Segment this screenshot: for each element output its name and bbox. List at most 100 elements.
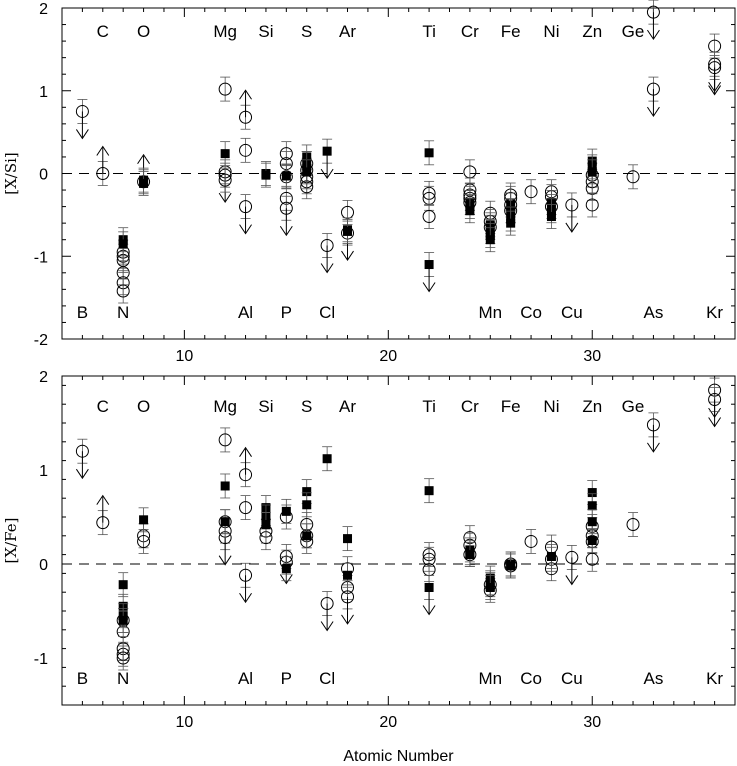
top-element-label: Mg	[213, 22, 237, 41]
bottom-element-label: Co	[520, 669, 542, 688]
top-x-tick-label: 30	[583, 348, 601, 365]
bottom-filled-square-point	[118, 615, 128, 625]
top-y-axis-label: [X/Si]	[2, 152, 20, 195]
top-element-label: Co	[520, 303, 542, 322]
top-open-circle-point	[218, 173, 232, 187]
top-open-circle-point	[239, 110, 253, 124]
top-filled-square-point	[261, 170, 271, 180]
top-filled-square-point	[118, 239, 128, 249]
bottom-filled-square-point	[485, 583, 495, 592]
bottom-open-circle-point	[116, 651, 130, 665]
bottom-element-label: S	[301, 397, 312, 416]
top-element-label: Kr	[706, 303, 723, 322]
bottom-filled-square-point	[220, 481, 230, 491]
bottom-open-circle-point	[239, 501, 253, 515]
bottom-filled-square-point	[546, 551, 556, 561]
bottom-element-label: Ge	[622, 397, 645, 416]
top-element-label: Ti	[422, 22, 436, 41]
top-open-circle-point	[320, 238, 334, 252]
bottom-filled-square-point	[343, 534, 353, 544]
top-filled-square-point	[424, 148, 434, 158]
bottom-open-circle-point	[565, 550, 579, 564]
top-element-label: Si	[258, 22, 273, 41]
bottom-filled-square-point	[343, 570, 353, 580]
top-open-circle-point	[422, 210, 436, 224]
bottom-upper-limit-arrowhead	[565, 575, 579, 586]
top-open-circle-point	[646, 5, 660, 19]
top-y-tick-label: -1	[34, 249, 48, 266]
bottom-filled-square-point	[424, 486, 434, 496]
bottom-filled-square-point	[281, 564, 291, 574]
bottom-element-label: C	[97, 397, 109, 416]
bottom-open-circle-point	[75, 444, 89, 458]
bottom-upper-limit-arrowhead	[279, 574, 293, 585]
bottom-x-tick-label: 10	[175, 714, 193, 731]
top-element-label: Cr	[461, 22, 479, 41]
bottom-upper-limit-arrowhead	[708, 417, 722, 428]
top-open-circle-point	[708, 61, 722, 75]
top-element-label: Fe	[501, 22, 521, 41]
top-filled-square-point	[322, 146, 332, 156]
bottom-element-label: Cr	[461, 397, 479, 416]
bottom-x-tick-label: 20	[379, 714, 397, 731]
bottom-filled-square-point	[302, 500, 312, 510]
top-filled-square-point	[587, 167, 597, 177]
top-upper-limit-arrowhead	[320, 263, 334, 274]
top-element-label: Cu	[561, 303, 583, 322]
top-open-circle-point	[585, 198, 599, 212]
top-y-tick-label: 2	[39, 1, 48, 18]
top-open-circle-point	[218, 82, 232, 96]
top-element-label: Zn	[582, 22, 602, 41]
bottom-element-label: Si	[258, 397, 273, 416]
top-open-circle-point	[646, 82, 660, 96]
bottom-filled-square-point	[302, 531, 312, 541]
bottom-open-circle-point	[320, 596, 334, 610]
bottom-open-circle-point	[218, 433, 232, 447]
bottom-element-label: Fe	[501, 397, 521, 416]
top-open-circle-point	[565, 198, 579, 212]
top-upper-limit-arrowhead	[239, 224, 252, 235]
bottom-element-label: Cu	[561, 669, 583, 688]
top-lower-limit-arrowhead	[96, 145, 110, 156]
bottom-element-label: Mn	[478, 669, 502, 688]
top-element-label: O	[137, 22, 150, 41]
bottom-filled-square-point	[139, 515, 149, 525]
bottom-filled-square-point	[465, 550, 475, 560]
top-element-label: Cl	[319, 303, 335, 322]
bottom-element-label: Mg	[213, 397, 237, 416]
top-lower-limit-arrowhead	[137, 153, 150, 165]
bottom-y-axis-label: [X/Fe]	[2, 518, 20, 564]
x-axis-label: Atomic Number	[343, 748, 454, 765]
top-x-tick-label: 20	[379, 348, 397, 365]
top-plot-frame	[61, 7, 736, 340]
top-upper-limit-arrowhead	[218, 192, 232, 204]
top-element-label: Mn	[478, 303, 502, 322]
bottom-filled-square-point	[220, 517, 230, 527]
top-filled-square-point	[281, 171, 291, 181]
top-y-tick-label: 0	[39, 167, 48, 184]
bottom-element-label: B	[77, 669, 88, 688]
top-open-circle-point	[75, 104, 89, 118]
top-upper-limit-arrowhead	[565, 222, 579, 233]
bottom-upper-limit-arrowhead	[239, 593, 252, 604]
top-filled-square-point	[220, 149, 230, 159]
top-open-circle-point	[116, 284, 130, 298]
bottom-element-label: Cl	[319, 669, 335, 688]
bottom-element-label: As	[644, 669, 664, 688]
bottom-y-tick-label: 0	[39, 557, 48, 574]
top-element-label: C	[97, 22, 109, 41]
bottom-filled-square-point	[587, 536, 597, 545]
bottom-filled-square-point	[587, 488, 597, 498]
top-filled-square-point	[139, 178, 149, 188]
top-upper-limit-arrowhead	[75, 129, 89, 140]
top-open-circle-point	[279, 201, 293, 215]
top-upper-limit-arrowhead	[647, 106, 660, 117]
bottom-y-tick-label: 1	[39, 463, 48, 480]
bottom-open-circle-point	[585, 552, 599, 566]
bottom-filled-square-point	[261, 520, 271, 530]
top-element-label: B	[77, 303, 88, 322]
top-open-circle-point	[96, 167, 110, 180]
top-open-circle-point	[239, 200, 253, 214]
bottom-element-label: Ni	[543, 397, 559, 416]
bottom-element-label: N	[117, 669, 129, 688]
